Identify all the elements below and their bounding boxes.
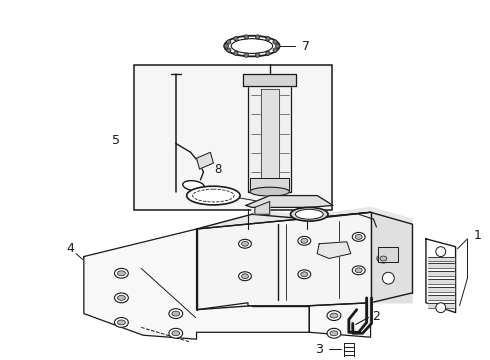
Polygon shape [428, 295, 454, 300]
Circle shape [266, 51, 270, 55]
Ellipse shape [352, 266, 365, 275]
Ellipse shape [242, 274, 248, 279]
Text: 1: 1 [473, 229, 481, 242]
Circle shape [436, 247, 446, 257]
Ellipse shape [301, 272, 308, 277]
Ellipse shape [377, 254, 390, 263]
Circle shape [224, 44, 228, 48]
Ellipse shape [118, 320, 125, 325]
Polygon shape [428, 271, 454, 276]
Polygon shape [243, 73, 296, 86]
Ellipse shape [231, 39, 272, 53]
Circle shape [255, 53, 260, 57]
Text: 6: 6 [266, 196, 273, 209]
Ellipse shape [298, 270, 311, 279]
Polygon shape [367, 298, 371, 323]
Polygon shape [261, 89, 279, 178]
Ellipse shape [352, 233, 365, 241]
Text: 3: 3 [315, 342, 323, 356]
Polygon shape [428, 279, 454, 284]
Text: 7: 7 [302, 40, 310, 53]
Circle shape [234, 51, 238, 55]
Ellipse shape [183, 181, 204, 191]
Ellipse shape [250, 187, 290, 196]
Polygon shape [246, 195, 333, 207]
Ellipse shape [193, 189, 234, 202]
Bar [134, 65, 332, 210]
Ellipse shape [291, 207, 328, 221]
Ellipse shape [115, 268, 128, 278]
Polygon shape [428, 257, 454, 261]
Polygon shape [196, 212, 370, 310]
Circle shape [244, 53, 248, 57]
Polygon shape [378, 247, 398, 262]
Ellipse shape [169, 328, 183, 338]
Text: 2: 2 [372, 310, 380, 323]
Ellipse shape [327, 311, 341, 320]
Text: 8: 8 [215, 163, 222, 176]
Text: 5: 5 [113, 134, 121, 147]
Circle shape [266, 37, 270, 41]
Ellipse shape [301, 238, 308, 243]
Ellipse shape [355, 234, 362, 239]
Polygon shape [196, 152, 213, 169]
Polygon shape [426, 239, 456, 312]
Polygon shape [84, 229, 309, 339]
Ellipse shape [380, 256, 387, 261]
Polygon shape [428, 303, 454, 308]
Polygon shape [317, 242, 351, 258]
Polygon shape [428, 264, 454, 268]
Ellipse shape [169, 309, 183, 319]
Ellipse shape [115, 318, 128, 327]
Ellipse shape [330, 331, 338, 336]
Ellipse shape [295, 209, 323, 219]
Ellipse shape [187, 186, 240, 205]
Circle shape [234, 37, 238, 41]
Ellipse shape [115, 293, 128, 303]
Ellipse shape [330, 313, 338, 318]
Ellipse shape [172, 331, 180, 336]
Polygon shape [255, 202, 270, 214]
Ellipse shape [327, 328, 341, 338]
Circle shape [255, 35, 260, 39]
Circle shape [273, 48, 277, 52]
Polygon shape [248, 81, 292, 192]
Ellipse shape [224, 36, 280, 57]
Ellipse shape [172, 311, 180, 316]
Ellipse shape [118, 271, 125, 276]
Polygon shape [250, 178, 290, 190]
Polygon shape [309, 303, 370, 337]
Circle shape [382, 272, 394, 284]
Ellipse shape [298, 237, 311, 245]
Circle shape [226, 40, 231, 44]
Polygon shape [428, 287, 454, 292]
Polygon shape [196, 207, 412, 231]
Circle shape [273, 40, 277, 44]
Circle shape [244, 35, 248, 39]
Circle shape [226, 48, 231, 52]
Text: 4: 4 [66, 242, 74, 255]
Polygon shape [349, 320, 357, 333]
Circle shape [436, 303, 446, 312]
Polygon shape [370, 212, 412, 303]
Ellipse shape [239, 239, 251, 248]
Ellipse shape [239, 272, 251, 281]
Ellipse shape [355, 268, 362, 273]
Ellipse shape [242, 241, 248, 246]
Circle shape [275, 44, 280, 48]
Ellipse shape [118, 296, 125, 300]
